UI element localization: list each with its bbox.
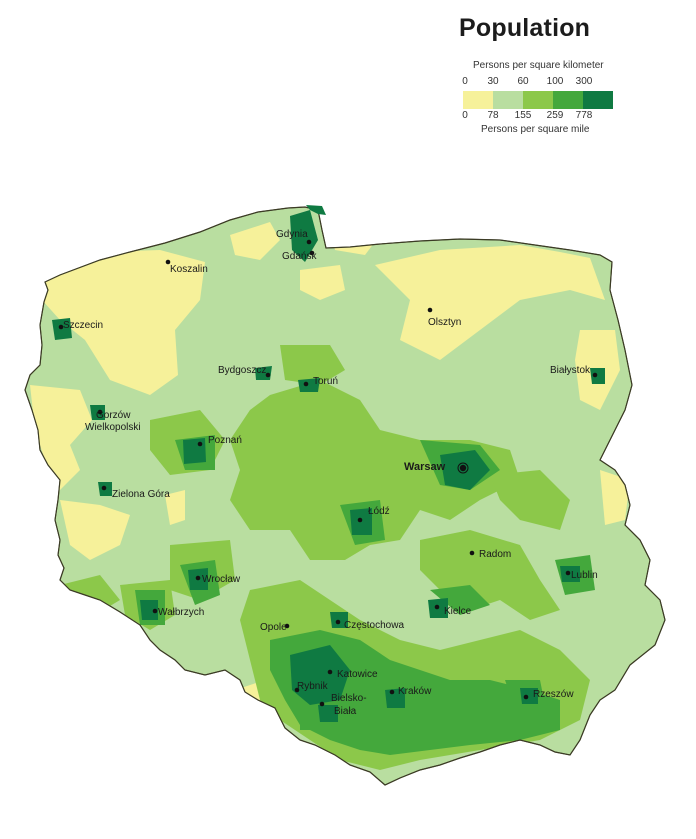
city-dot-toru xyxy=(303,381,309,387)
city-label-rzesz-w: Rzeszów xyxy=(533,689,574,700)
city-dot-bielsko xyxy=(319,701,325,707)
city-label-radom: Radom xyxy=(479,549,511,560)
legend-km-tick: 100 xyxy=(546,76,564,87)
city-dot-olsztyn xyxy=(427,307,433,313)
map-title: Population xyxy=(459,14,591,42)
legend-km-tick: 30 xyxy=(487,76,499,87)
legend-km-tick: 60 xyxy=(517,76,529,87)
city-label-cz-stochowa: Częstochowa xyxy=(344,620,404,631)
poland-border xyxy=(24,206,666,786)
capital-ring-warsaw xyxy=(457,462,469,474)
city-label-bia-ystok: Białystok xyxy=(550,365,591,376)
city-label-krak-w: Kraków xyxy=(398,686,432,697)
legend-km-tick: 0 xyxy=(462,76,468,87)
legend-swatch-30-60 xyxy=(493,91,523,109)
legend-swatch-100-300 xyxy=(553,91,583,109)
city-label-bia-a: Biała xyxy=(334,706,357,717)
legend-mi-tick: 259 xyxy=(546,110,564,121)
hel-peninsula xyxy=(306,205,326,215)
city-label-koszalin: Koszalin xyxy=(170,264,208,275)
city-dot-opole xyxy=(284,623,290,629)
city-label-kielce: Kielce xyxy=(444,606,472,617)
city-dot-gdynia xyxy=(306,239,312,245)
city-label-katowice: Katowice xyxy=(337,669,378,680)
legend-swatch-60-100 xyxy=(523,91,553,109)
city-dot-koszalin xyxy=(165,259,171,265)
city-labels: Gdynia Gdańsk Koszalin Szczecin Olsztyn Bydgo… xyxy=(63,229,598,717)
legend-swatch-0-30 xyxy=(463,91,493,109)
city-dot-wroc-aw xyxy=(195,575,201,581)
city-dot-gorz-w xyxy=(97,409,103,415)
city-label-gdynia: Gdynia xyxy=(276,229,308,240)
legend-mi-title: Persons per square mile xyxy=(481,124,590,135)
legend-swatch-300-plus xyxy=(583,91,613,109)
city-dot-bia-ystok xyxy=(592,372,598,378)
city-dots xyxy=(58,239,598,707)
city-dot-d xyxy=(357,517,363,523)
city-dot-szczecin xyxy=(58,324,64,330)
city-label-szczecin: Szczecin xyxy=(63,320,103,331)
city-label-rybnik: Rybnik xyxy=(297,681,329,692)
city-dot-zielona-g-ra xyxy=(101,485,107,491)
city-dot-kielce xyxy=(434,604,440,610)
city-label-lublin: Lublin xyxy=(571,570,598,581)
legend-mi-tick: 778 xyxy=(575,110,593,121)
city-label-olsztyn: Olsztyn xyxy=(428,317,461,328)
city-dot-rybnik xyxy=(294,687,300,693)
city-label-bielsko: Bielsko- xyxy=(331,693,367,704)
city-dot-gda-sk xyxy=(309,250,315,256)
city-label-toru: Toruń xyxy=(313,376,338,387)
city-label-wroc-aw: Wrocław xyxy=(202,574,241,585)
city-dot-pozna xyxy=(197,441,203,447)
legend-mi-tick: 0 xyxy=(462,110,468,121)
city-dot-cz-stochowa xyxy=(335,619,341,625)
city-label-wa-brzych: Wałbrzych xyxy=(158,607,204,618)
legend-mi-tick: 155 xyxy=(514,110,532,121)
city-label-d: Łódź xyxy=(368,506,390,517)
city-dot-bydgoszcz xyxy=(265,372,271,378)
city-dot-warsaw xyxy=(459,464,467,472)
city-label-gda-sk: Gdańsk xyxy=(282,251,317,262)
city-dot-rzesz-w xyxy=(523,694,529,700)
city-label-warsaw: Warsaw xyxy=(404,461,446,473)
legend-mi-tick: 78 xyxy=(487,110,499,121)
city-label-bydgoszcz: Bydgoszcz xyxy=(218,365,266,376)
city-label-opole: Opole xyxy=(260,622,287,633)
city-dot-lublin xyxy=(565,570,571,576)
legend-km-tick: 300 xyxy=(575,76,593,87)
city-dot-krak-w xyxy=(389,689,395,695)
city-label-gorz-w: Gorzów xyxy=(96,410,131,421)
city-dot-wa-brzych xyxy=(152,608,158,614)
city-dot-radom xyxy=(469,550,475,556)
city-label-zielona-g-ra: Zielona Góra xyxy=(112,489,170,500)
city-label-pozna: Poznań xyxy=(208,435,242,446)
legend-km-title: Persons per square kilometer xyxy=(473,60,604,71)
city-dot-katowice xyxy=(327,669,333,675)
city-label-wielkopolski: Wielkopolski xyxy=(85,422,141,433)
